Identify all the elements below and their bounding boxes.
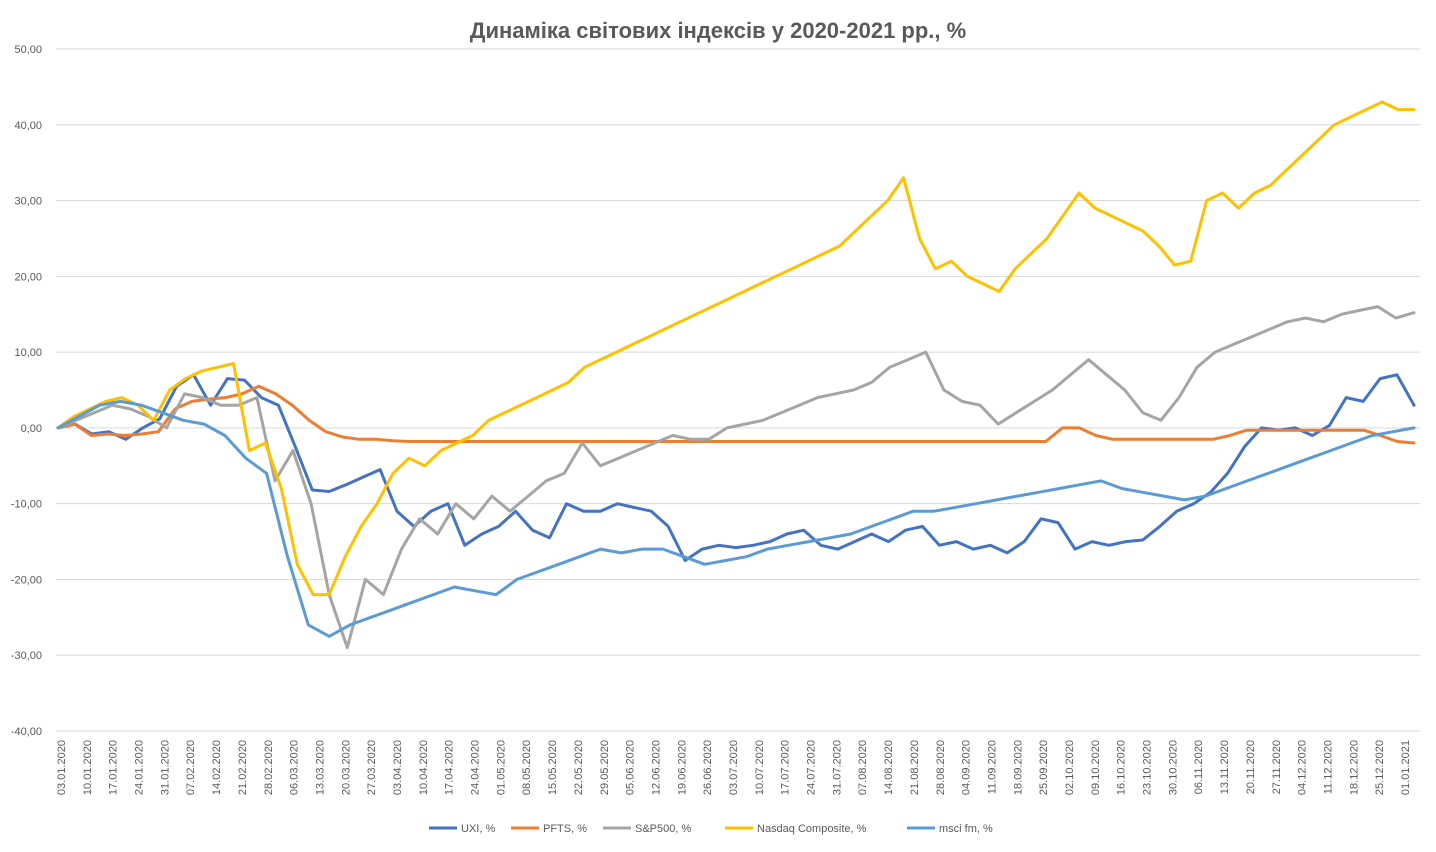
x-tick-label: 03.04.2020 <box>392 740 404 795</box>
x-tick-label: 17.04.2020 <box>444 740 456 795</box>
x-tick-label: 17.07.2020 <box>780 740 792 795</box>
series-line-0 <box>56 373 1416 562</box>
x-tick-label: 31.01.2020 <box>159 740 171 795</box>
x-tick-label: 24.04.2020 <box>470 740 482 795</box>
x-axis-tick-labels: 03.01.2020 10.01.2020 17.01.2020 24.01.2020… <box>56 740 1412 795</box>
y-tick-label: -30,00 <box>11 650 42 662</box>
x-tick-label: 10.01.2020 <box>82 740 94 795</box>
series-line-3 <box>56 100 1416 597</box>
x-tick-label: 20.11.2020 <box>1245 740 1257 794</box>
chart-title: Динаміка світових індексів у 2020-2021 р… <box>470 18 966 43</box>
x-tick-label: 27.03.2020 <box>366 740 378 795</box>
y-tick-label: 10,00 <box>14 347 42 359</box>
x-tick-label: 30.10.2020 <box>1167 740 1179 795</box>
x-tick-label: 31.07.2020 <box>831 740 843 795</box>
x-tick-label: 28.08.2020 <box>935 740 947 795</box>
x-tick-label: 01.05.2020 <box>495 740 507 795</box>
x-tick-label: 16.10.2020 <box>1116 740 1128 795</box>
x-tick-label: 28.02.2020 <box>263 740 275 795</box>
x-tick-label: 15.05.2020 <box>547 740 559 795</box>
x-tick-label: 11.12.2020 <box>1322 740 1334 794</box>
x-tick-label: 21.08.2020 <box>909 740 921 795</box>
x-tick-label: 24.01.2020 <box>134 740 146 795</box>
x-tick-label: 01.01.2021 <box>1400 740 1412 795</box>
x-tick-label: 06.11.2020 <box>1193 740 1205 794</box>
y-tick-label: 30,00 <box>14 196 42 208</box>
x-tick-label: 26.06.2020 <box>702 740 714 795</box>
x-tick-label: 13.11.2020 <box>1219 740 1231 794</box>
x-tick-label: 09.10.2020 <box>1090 740 1102 795</box>
y-tick-label: -10,00 <box>11 499 42 511</box>
x-tick-label: 07.08.2020 <box>857 740 869 795</box>
x-tick-label: 10.07.2020 <box>754 740 766 795</box>
legend-label-0: UXI, % <box>461 823 495 835</box>
x-tick-label: 29.05.2020 <box>599 740 611 795</box>
x-tick-label: 19.06.2020 <box>676 740 688 795</box>
legend-label-3: Nasdaq Composite, % <box>757 823 867 835</box>
x-tick-label: 08.05.2020 <box>521 740 533 795</box>
legend-label-2: S&P500, % <box>635 823 691 835</box>
x-tick-label: 12.06.2020 <box>650 740 662 795</box>
y-tick-label: 40,00 <box>14 120 42 132</box>
series-line-1 <box>56 384 1416 445</box>
series-line-4 <box>56 399 1416 638</box>
x-tick-label: 18.09.2020 <box>1012 740 1024 795</box>
x-tick-label: 02.10.2020 <box>1064 740 1076 795</box>
x-tick-label: 03.07.2020 <box>728 740 740 795</box>
y-axis-tick-labels: 50,00 40,00 30,00 20,00 10,00 0,00 -10,00 -20,0… <box>11 44 42 738</box>
y-tick-label: 20,00 <box>14 271 42 283</box>
legend-label-4: msci fm, % <box>939 823 993 835</box>
x-tick-label: 22.05.2020 <box>573 740 585 795</box>
y-tick-label: -40,00 <box>11 726 42 738</box>
x-tick-label: 14.08.2020 <box>883 740 895 795</box>
x-tick-label: 07.02.2020 <box>185 740 197 795</box>
x-tick-label: 14.02.2020 <box>211 740 223 795</box>
series-line-2 <box>56 305 1416 650</box>
x-tick-label: 25.12.2020 <box>1374 740 1386 795</box>
x-tick-label: 04.12.2020 <box>1297 740 1309 795</box>
legend-label-1: PFTS, % <box>543 823 587 835</box>
x-tick-label: 10.04.2020 <box>418 740 430 795</box>
x-tick-label: 21.02.2020 <box>237 740 249 795</box>
x-tick-label: 05.06.2020 <box>625 740 637 795</box>
legend: UXI, % PFTS, % S&P500, % Nasdaq Composite, … <box>429 823 993 835</box>
x-tick-label: 23.10.2020 <box>1142 740 1154 795</box>
y-tick-label: 50,00 <box>14 44 42 56</box>
x-tick-label: 24.07.2020 <box>806 740 818 795</box>
x-tick-label: 04.09.2020 <box>961 740 973 795</box>
y-tick-label: 0,00 <box>21 423 42 435</box>
x-tick-label: 25.09.2020 <box>1038 740 1050 795</box>
x-tick-label: 18.12.2020 <box>1348 740 1360 795</box>
x-tick-label: 11.09.2020 <box>986 740 998 794</box>
x-tick-label: 13.03.2020 <box>314 740 326 795</box>
x-tick-label: 27.11.2020 <box>1271 740 1283 794</box>
x-tick-label: 06.03.2020 <box>289 740 301 795</box>
x-tick-label: 03.01.2020 <box>56 740 68 795</box>
y-tick-label: -20,00 <box>11 574 42 586</box>
gridlines <box>56 48 1420 732</box>
x-tick-label: 20.03.2020 <box>340 740 352 795</box>
x-tick-label: 17.01.2020 <box>108 740 120 795</box>
series-lines <box>56 100 1416 650</box>
